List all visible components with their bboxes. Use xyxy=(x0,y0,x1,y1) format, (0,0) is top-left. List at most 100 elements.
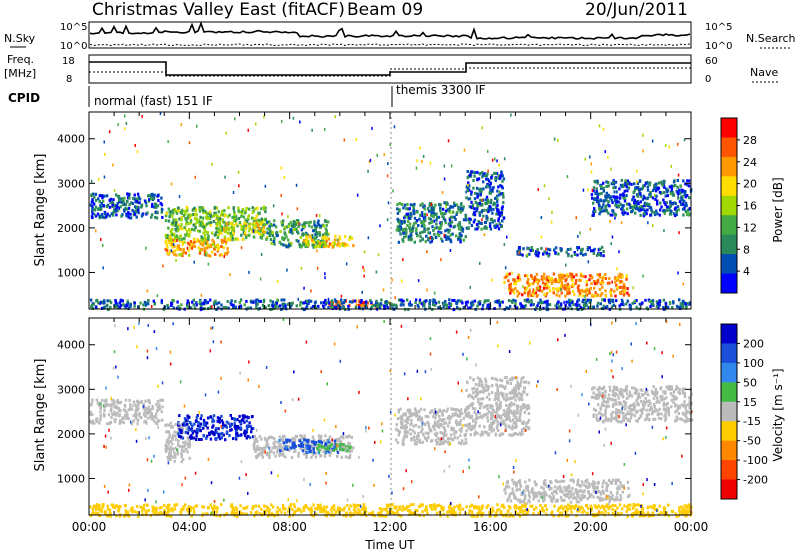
heatmap-cell xyxy=(450,426,453,430)
heatmap-cell xyxy=(306,233,309,237)
heatmap-cell xyxy=(270,242,273,245)
heatmap-cell xyxy=(144,419,147,423)
heatmap-cell xyxy=(549,279,552,283)
heatmap-cell xyxy=(486,385,490,388)
heatmap-cell xyxy=(392,303,395,307)
heatmap-cell xyxy=(433,412,436,416)
heatmap-cell xyxy=(645,212,648,216)
heatmap-cell xyxy=(474,421,478,424)
heatmap-cell xyxy=(158,406,161,409)
heatmap-cell xyxy=(586,248,589,252)
heatmap-cell xyxy=(644,298,647,302)
heatmap-cell xyxy=(457,206,460,210)
heatmap-cell xyxy=(358,299,361,303)
heatmap-cell xyxy=(507,406,511,410)
heatmap-cell xyxy=(357,306,361,309)
noise-cell xyxy=(557,138,559,142)
heatmap-cell xyxy=(511,300,514,304)
heatmap-cell xyxy=(487,210,490,214)
heatmap-cell xyxy=(296,219,300,223)
noise-cell xyxy=(417,279,420,283)
heatmap-cell xyxy=(277,305,280,309)
heatmap-cell xyxy=(245,299,248,303)
heatmap-cell xyxy=(675,210,678,214)
heatmap-cell xyxy=(526,247,530,251)
heatmap-cell xyxy=(119,409,122,412)
heatmap-cell xyxy=(222,433,225,437)
noise-cell xyxy=(504,266,507,270)
noise-cell xyxy=(652,224,654,228)
heatmap-cell xyxy=(247,229,251,233)
heatmap-cell xyxy=(318,447,321,451)
heatmap-cell xyxy=(190,213,193,217)
heatmap-cell xyxy=(581,247,584,251)
heatmap-cell xyxy=(322,239,325,243)
heatmap-cell xyxy=(507,414,510,418)
heatmap-cell xyxy=(651,299,655,303)
heatmap-cell xyxy=(680,197,683,201)
heatmap-cell xyxy=(675,304,679,308)
heatmap-cell xyxy=(322,236,326,240)
heatmap-cell xyxy=(516,411,519,415)
heatmap-cell xyxy=(497,212,500,216)
heatmap-cell xyxy=(567,291,570,295)
heatmap-cell xyxy=(264,210,267,214)
heatmap-cell xyxy=(411,228,414,232)
noise-cell xyxy=(421,159,423,163)
heatmap-cell xyxy=(311,238,314,242)
heatmap-cell xyxy=(170,436,174,440)
heatmap-cell xyxy=(470,192,473,196)
heatmap-cell xyxy=(522,420,525,424)
heatmap-cell xyxy=(120,214,123,218)
heatmap-cell xyxy=(524,274,527,278)
heatmap-cell xyxy=(448,209,451,213)
heatmap-cell xyxy=(559,277,563,281)
noise-cell xyxy=(382,288,385,292)
noise-cell xyxy=(590,170,593,174)
heatmap-cell xyxy=(445,409,448,413)
heatmap-cell xyxy=(458,428,461,432)
heatmap-cell xyxy=(160,299,163,303)
noise-cell xyxy=(443,164,446,168)
heatmap-cell xyxy=(184,233,187,237)
noise-cell xyxy=(280,194,282,197)
heatmap-cell xyxy=(288,439,292,443)
heatmap-cell xyxy=(559,305,562,309)
heatmap-cell xyxy=(633,182,636,186)
heatmap-cell xyxy=(221,225,224,229)
heatmap-cell xyxy=(161,418,164,422)
heatmap-cell xyxy=(523,286,527,290)
heatmap-cell xyxy=(558,294,561,298)
heatmap-cell xyxy=(334,234,337,238)
heatmap-cell xyxy=(602,250,605,253)
heatmap-cell xyxy=(438,409,441,413)
heatmap-cell xyxy=(106,299,109,303)
heatmap-cell xyxy=(554,251,557,254)
heatmap-cell xyxy=(521,293,524,297)
noise-cell xyxy=(463,148,466,152)
heatmap-cell xyxy=(126,212,130,216)
heatmap-cell xyxy=(330,243,333,246)
heatmap-cell xyxy=(548,248,552,252)
heatmap-cell xyxy=(425,431,428,435)
heatmap-cell xyxy=(190,434,193,438)
heatmap-cell xyxy=(687,196,691,200)
heatmap-cell xyxy=(142,303,145,307)
heatmap-cell xyxy=(213,301,216,305)
heatmap-cell xyxy=(682,303,685,307)
heatmap-cell xyxy=(567,300,570,304)
noise-cell xyxy=(402,258,404,262)
heatmap-cell xyxy=(205,251,208,255)
heatmap-cell xyxy=(529,303,533,307)
heatmap-cell xyxy=(609,290,612,294)
heatmap-cell xyxy=(262,205,266,209)
heatmap-cell xyxy=(289,305,292,309)
heatmap-cell xyxy=(495,425,499,429)
heatmap-cell xyxy=(619,202,622,206)
heatmap-cell xyxy=(487,179,491,183)
heatmap-cell xyxy=(632,191,635,195)
noise-cell xyxy=(607,155,609,159)
heatmap-cell xyxy=(628,305,632,309)
heatmap-cell xyxy=(238,426,241,430)
heatmap-cell xyxy=(406,202,409,206)
